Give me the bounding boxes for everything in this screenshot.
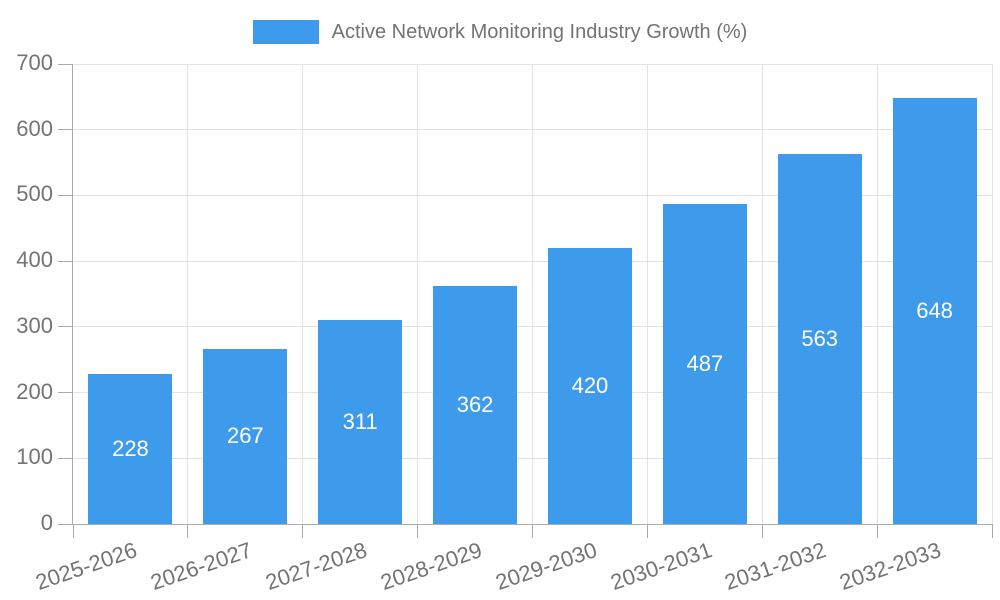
legend[interactable]: Active Network Monitoring Industry Growt…: [0, 18, 1000, 46]
bar-value-label: 362: [456, 392, 494, 418]
v-gridline: [646, 64, 648, 524]
v-gridline: [417, 64, 419, 524]
y-axis-line: [72, 64, 73, 524]
plot-area: 0 100 200 300 400 500 600 700 228 267 311 362 420 487…: [16, 50, 993, 595]
y-tick-label: 400: [16, 247, 53, 273]
bar: 267: [203, 348, 288, 524]
y-tick: [58, 260, 72, 262]
y-tick-label: 500: [16, 181, 53, 207]
bar: 311: [318, 319, 403, 524]
x-tick: [302, 524, 304, 538]
bar-value-label: 311: [342, 408, 378, 434]
bar-value-label: 228: [112, 436, 149, 462]
bar-value-label: 648: [916, 298, 953, 324]
x-tick: [417, 524, 419, 538]
x-tick: [532, 524, 533, 538]
v-gridline: [991, 64, 993, 524]
v-gridline: [876, 64, 878, 524]
y-tick: [58, 129, 72, 131]
bar: 487: [662, 203, 747, 524]
y-tick: [58, 194, 72, 196]
y-tick: [58, 392, 72, 394]
x-tick-label: 2029-2030: [492, 537, 600, 595]
x-tick: [876, 524, 878, 538]
x-tick-label: 2025-2026: [32, 537, 141, 595]
bar-value-label: 420: [571, 373, 609, 398]
y-tick-label: 100: [16, 444, 53, 470]
y-tick-label: 200: [16, 378, 53, 404]
bar-value-label: 563: [801, 326, 839, 352]
x-tick-label: 2027-2028: [262, 537, 371, 595]
v-gridline: [532, 64, 533, 524]
bar-value-label: 487: [686, 350, 724, 376]
bar: 648: [892, 98, 977, 524]
bar: 420: [547, 248, 632, 524]
bar-value-label: 267: [226, 423, 264, 449]
y-tick-label: 700: [16, 50, 53, 76]
bar: 228: [88, 374, 173, 524]
v-gridline: [761, 64, 763, 524]
y-tick: [58, 326, 72, 328]
v-gridline: [302, 64, 304, 524]
y-tick: [58, 523, 72, 525]
y-tick-label: 600: [16, 115, 53, 141]
x-tick-label: 2026-2027: [147, 537, 256, 595]
x-tick-label: 2031-2032: [721, 537, 830, 595]
x-tick-label: 2028-2029: [377, 537, 485, 595]
y-tick-label: 300: [16, 313, 53, 339]
bar: 362: [433, 286, 518, 524]
legend-swatch: [252, 20, 319, 44]
x-tick: [761, 524, 763, 538]
legend-label: Active Network Monitoring Industry Growt…: [331, 21, 748, 43]
v-gridline: [187, 64, 189, 524]
x-tick: [646, 524, 648, 538]
x-tick: [72, 524, 74, 538]
x-tick-label: 2032-2033: [836, 537, 945, 595]
x-tick: [991, 524, 993, 538]
bar: 563: [777, 154, 862, 524]
y-tick-label: 0: [40, 510, 53, 536]
x-tick-label: 2030-2031: [607, 537, 715, 595]
y-tick: [58, 457, 72, 459]
x-tick: [187, 524, 189, 538]
y-tick: [58, 63, 72, 65]
